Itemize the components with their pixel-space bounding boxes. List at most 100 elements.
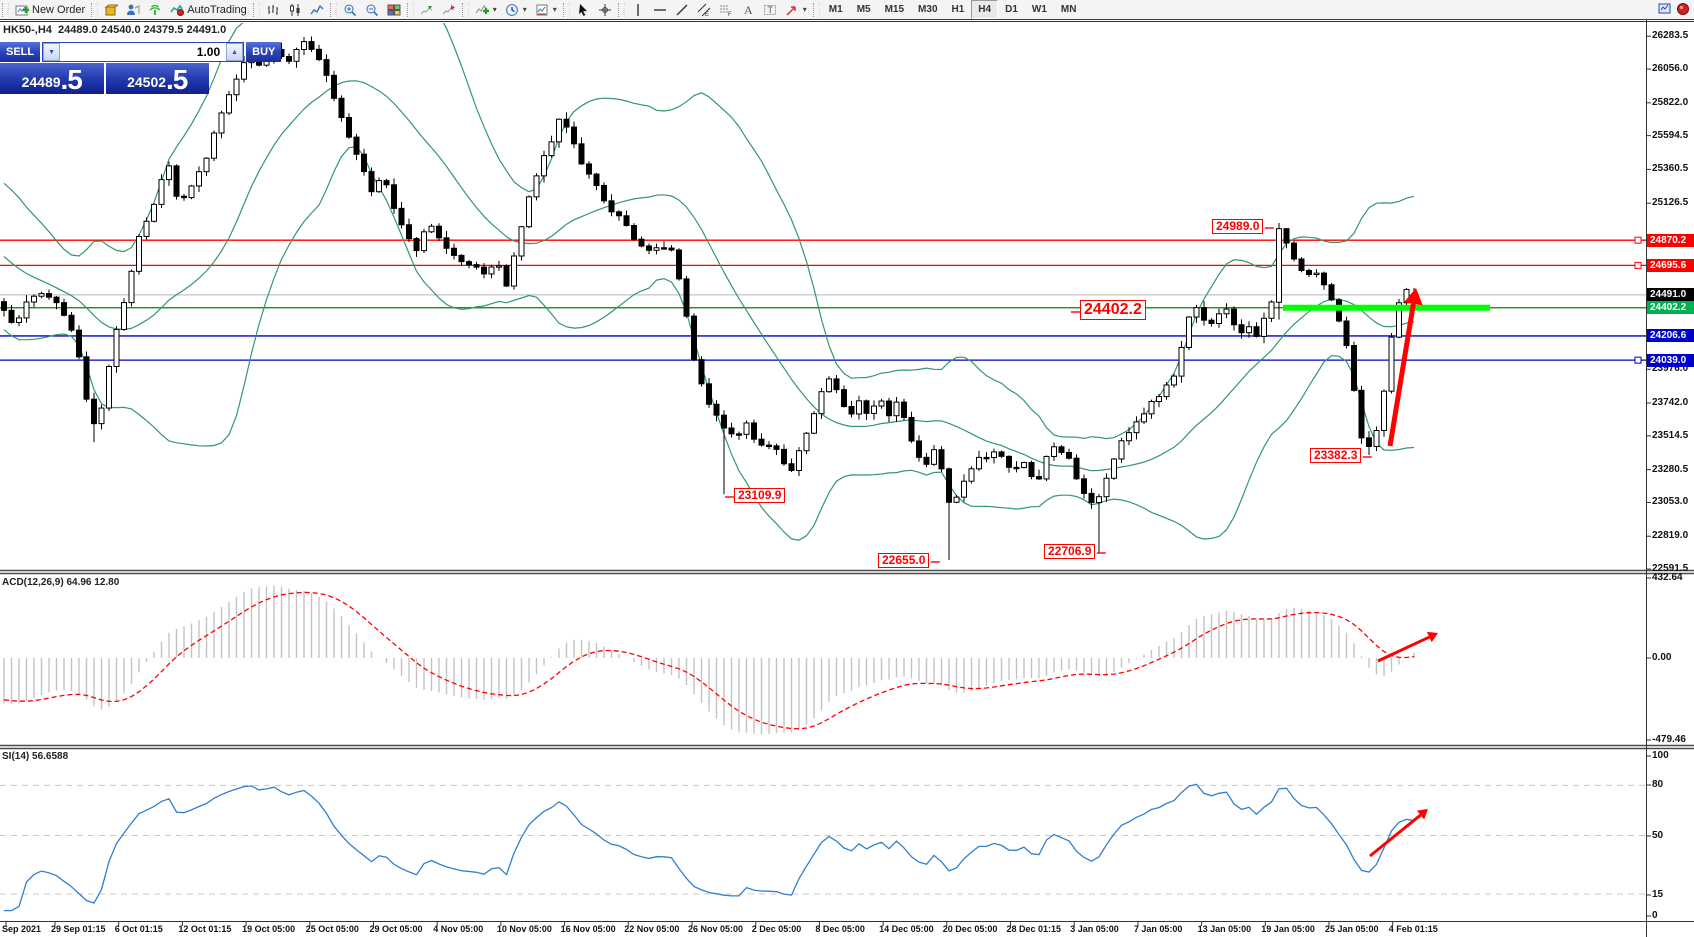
toolbar-group: ▾ ▾ ▾ bbox=[471, 0, 561, 19]
price-annotation: 23382.3 bbox=[1310, 448, 1362, 464]
fibonacci-button[interactable]: F bbox=[715, 0, 737, 20]
auto-scroll-button[interactable] bbox=[416, 0, 438, 20]
zoom-out-icon bbox=[365, 3, 379, 17]
tile-windows-button[interactable] bbox=[383, 0, 405, 20]
chart-shift-icon bbox=[442, 3, 456, 17]
dropdown-caret-icon[interactable]: ▾ bbox=[492, 5, 497, 14]
templates-icon bbox=[535, 3, 549, 17]
text-label-icon: T bbox=[763, 3, 777, 17]
timeframe-h1-button[interactable]: H1 bbox=[951, 4, 965, 15]
periods-clock-button[interactable]: ▾ bbox=[501, 0, 531, 20]
autotrading-label: AutoTrading bbox=[187, 3, 247, 16]
crosshair-icon bbox=[598, 3, 612, 17]
autotrading-button[interactable]: AutoTrading bbox=[166, 0, 251, 20]
price-level-label: 24491.0 bbox=[1647, 288, 1694, 302]
svg-text:T: T bbox=[767, 5, 773, 15]
price-axis-tick: 26056.0 bbox=[1652, 63, 1689, 75]
toolbar-group: AutoTrading bbox=[100, 0, 251, 19]
candle-chart-icon bbox=[288, 3, 302, 17]
rsi-axis-tick: 100 bbox=[1652, 750, 1669, 761]
time-axis-label: 6 Oct 01:15 bbox=[114, 924, 163, 934]
rsi-indicator-label: SI(14) 56.6588 bbox=[2, 751, 69, 762]
profile-icon bbox=[126, 3, 140, 17]
timeframe-m15-button[interactable]: M15 bbox=[884, 4, 905, 15]
timeframe-h4-button[interactable]: H4 bbox=[971, 0, 999, 19]
price-level-label: 24870.2 bbox=[1647, 233, 1694, 247]
timeframe-m1-button[interactable]: M1 bbox=[828, 4, 843, 15]
time-axis-label: 4 Nov 05:00 bbox=[433, 924, 484, 934]
line-chart-button[interactable] bbox=[306, 0, 328, 20]
svg-text:F: F bbox=[728, 12, 732, 17]
price-axis-tick: 23514.5 bbox=[1652, 429, 1689, 441]
toolbar-grip bbox=[329, 2, 337, 17]
price-level-label: 24695.6 bbox=[1647, 258, 1694, 272]
time-axis-label: 25 Jan 05:00 bbox=[1325, 924, 1379, 934]
equidistant-channel-button[interactable]: E bbox=[693, 0, 715, 20]
zoom-out-button[interactable] bbox=[361, 0, 383, 20]
horizontal-line-button[interactable] bbox=[649, 0, 671, 20]
vertical-line-icon bbox=[631, 3, 645, 17]
zoom-in-button[interactable] bbox=[339, 0, 361, 20]
profile-button[interactable] bbox=[122, 0, 144, 20]
indicators-icon bbox=[475, 3, 489, 17]
chart-shift-button[interactable] bbox=[438, 0, 460, 20]
sell-button[interactable]: SELL bbox=[0, 42, 41, 62]
text-label-button[interactable]: T bbox=[759, 0, 781, 20]
dropdown-caret-icon[interactable]: ▾ bbox=[802, 5, 807, 14]
price-annotation: 24989.0 bbox=[1212, 219, 1264, 235]
timeframe-mn-button[interactable]: MN bbox=[1060, 4, 1077, 15]
dropdown-caret-icon[interactable]: ▾ bbox=[522, 5, 527, 14]
price-axis-tick: 25126.5 bbox=[1652, 197, 1689, 209]
volume-decrease-button[interactable]: ▼ bbox=[43, 43, 61, 61]
time-axis-label: 14 Dec 05:00 bbox=[879, 924, 934, 934]
sell-price[interactable]: 24489.5 bbox=[0, 63, 104, 94]
vertical-line-button[interactable] bbox=[627, 0, 649, 20]
toolbar-grip bbox=[2, 2, 9, 17]
time-axis-label: 2 Dec 05:00 bbox=[751, 924, 802, 934]
cursor-button[interactable] bbox=[572, 0, 594, 20]
buy-price[interactable]: 24502.5 bbox=[105, 63, 209, 94]
time-axis-label: 7 Jan 05:00 bbox=[1133, 924, 1183, 934]
macd-indicator-label: ACD(12,26,9) 64.96 12.80 bbox=[2, 577, 120, 588]
timeframe-d1-button[interactable]: D1 bbox=[1005, 4, 1018, 15]
new-order-icon bbox=[15, 3, 29, 17]
macd-axis-tick: 0.00 bbox=[1652, 652, 1672, 663]
line-chart-icon bbox=[310, 3, 324, 17]
volume-input[interactable] bbox=[60, 43, 227, 61]
timeframe-m30-button[interactable]: M30 bbox=[918, 4, 938, 15]
connection-status-icon[interactable] bbox=[1676, 2, 1690, 21]
dropdown-caret-icon[interactable]: ▾ bbox=[552, 5, 557, 14]
volume-increase-button[interactable]: ▲ bbox=[226, 43, 244, 61]
price-axis-tick: 23053.0 bbox=[1652, 496, 1689, 508]
bar-chart-button[interactable] bbox=[262, 0, 284, 20]
candle-chart-button[interactable] bbox=[284, 0, 306, 20]
indicators-button[interactable]: ▾ bbox=[471, 0, 501, 20]
time-axis-label: 19 Jan 05:00 bbox=[1261, 924, 1315, 934]
autotrading-icon bbox=[170, 3, 185, 17]
market-depth-button[interactable] bbox=[100, 0, 122, 20]
crosshair-button[interactable] bbox=[594, 0, 616, 20]
time-axis-label: 26 Nov 05:00 bbox=[688, 924, 744, 934]
toolbar-grip bbox=[461, 2, 469, 17]
chart-window-icon[interactable] bbox=[1658, 2, 1672, 21]
timeframe-w1-button[interactable]: W1 bbox=[1031, 4, 1047, 15]
buy-button[interactable]: BUY bbox=[246, 42, 282, 62]
arrows-button[interactable]: ▾ bbox=[781, 0, 811, 20]
market-depth-icon bbox=[104, 3, 119, 17]
one-click-trading-panel: SELL ▼ ▲ BUY 24489.5 24502.5 bbox=[0, 42, 282, 94]
time-axis-label: 28 Dec 01:15 bbox=[1006, 924, 1062, 934]
signals-button[interactable] bbox=[144, 0, 166, 20]
sell-price-frac: .5 bbox=[60, 64, 83, 95]
buy-price-main: 24502 bbox=[127, 74, 167, 90]
timeframe-m5-button[interactable]: M5 bbox=[856, 4, 871, 15]
toolbar-grip bbox=[406, 2, 414, 17]
text-button[interactable]: A bbox=[737, 0, 759, 20]
new-order-button[interactable]: New Order bbox=[11, 0, 89, 20]
price-annotation: 22706.9 bbox=[1044, 544, 1096, 560]
templates-button[interactable]: ▾ bbox=[531, 0, 561, 20]
toolbar-group bbox=[416, 0, 460, 19]
trendline-button[interactable] bbox=[671, 0, 693, 20]
price-annotation: 24402.2 bbox=[1080, 300, 1146, 320]
